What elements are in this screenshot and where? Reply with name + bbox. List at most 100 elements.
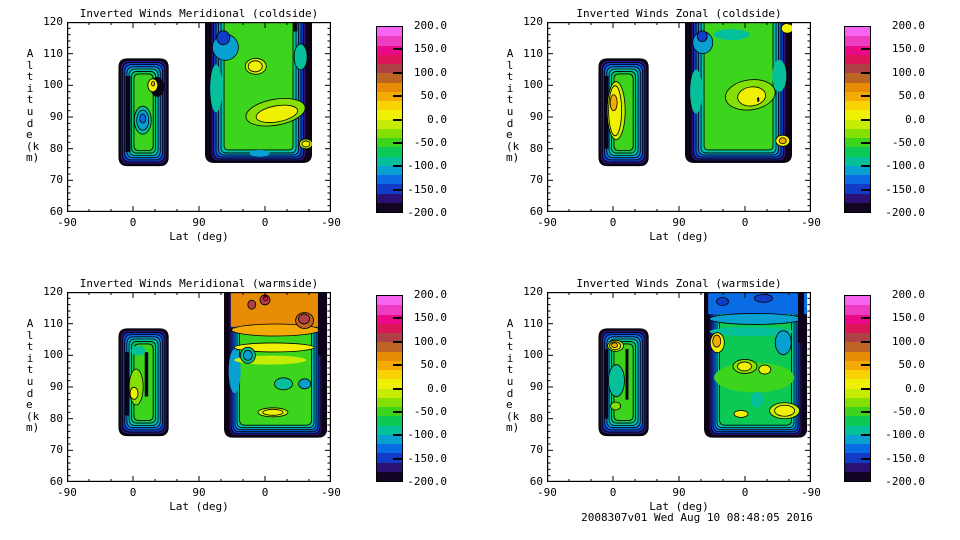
y-tick-label: 80 [49,141,63,155]
colorbar-band [845,333,870,343]
colorbar-band [845,110,870,120]
colorbar-tick [861,141,870,144]
colorbar-band [845,27,870,37]
x-tick-label: 90 [672,216,686,229]
colorbar-band [377,388,402,398]
x-tick-label: -90 [801,486,821,499]
colorbar-tick [861,71,870,74]
colorbar-band [845,156,870,166]
x-axis-label: Lat (deg) [649,230,709,243]
colorbar-label: 0.0 [905,381,925,395]
contour-blob [685,22,792,163]
x-tick-label: -90 [57,486,77,499]
y-tick-label: 100 [43,78,63,92]
colorbar-band [377,462,402,472]
colorbar-label: -50.0 [891,135,925,149]
colorbar-label: -200.0 [407,206,447,219]
x-tick-label: 0 [261,216,269,229]
colorbar-band [377,407,402,417]
colorbar-label: -150.0 [407,182,447,196]
panel-title: Inverted Winds Meridional (coldside) [79,7,319,20]
colorbar-label: -150.0 [885,182,925,196]
y-tick-label: 110 [523,46,543,60]
colorbar-band [845,119,870,129]
y-tick-label: 100 [523,348,543,362]
colorbar-band [377,397,402,407]
colorbar-band [377,193,402,203]
contour-blob [224,292,328,438]
colorbar-labels: 200.0 150.0 100.0 50.0 0.0 -50.0 -100.0 -150.0 -… [407,289,447,488]
x-tick-label: 90 [192,486,206,499]
y-tick-label: 120 [43,285,63,298]
panel-title: Inverted Winds Zonal (warmside) [576,277,782,290]
colorbar-tick [393,434,402,437]
colorbar-label: 0.0 [905,112,925,126]
x-tick-label: -90 [801,216,821,229]
colorbar-band [377,360,402,370]
colorbar-band [377,45,402,55]
colorbar-tick [393,457,402,460]
colorbar-label: -50.0 [891,404,925,418]
colorbar-tick [861,340,870,343]
y-tick-label: 90 [49,109,63,123]
colorbar-label: 100.0 [413,65,447,79]
colorbar-band [845,444,870,454]
contour-plot [67,292,331,482]
colorbar-tick [861,118,870,121]
colorbar-band [845,91,870,101]
colorbar-band [845,379,870,389]
contour-plot [547,22,811,212]
colorbar-band [845,82,870,92]
contour-blob [704,292,808,438]
colorbar-label: -100.0 [407,428,447,442]
colorbar-band [845,36,870,46]
x-tick-label: 0 [609,486,617,499]
axes-frame [547,292,811,482]
colorbar-labels: 200.0 150.0 100.0 50.0 0.0 -50.0 -100.0 -150.0 -… [407,20,447,219]
colorbar-labels: 200.0 150.0 100.0 50.0 0.0 -50.0 -100.0 -150.0 -… [877,289,925,488]
x-tick-label: 0 [609,216,617,229]
colorbar-band [845,360,870,370]
contour-blob [598,58,649,167]
colorbar-label: 0.0 [427,381,447,395]
x-axis-label: Lat (deg) [169,230,229,243]
colorbar: 200.0 150.0 100.0 50.0 0.0 -50.0 -100.0 -150.0 -… [844,289,925,488]
colorbar-tick [861,434,870,437]
y-tick-label: 120 [523,285,543,298]
colorbar-label: 100.0 [891,334,925,348]
y-tick-label: 70 [529,173,543,187]
colorbar-label: 150.0 [413,42,447,56]
colorbar-label: -100.0 [885,428,925,442]
colorbar-label: 50.0 [420,89,448,103]
colorbar-band [377,425,402,435]
colorbar-band [845,193,870,203]
colorbar-tick [393,95,402,98]
colorbar-band [845,370,870,380]
y-tick-label: 90 [49,379,63,393]
axes-frame [67,292,331,482]
colorbar-band [377,91,402,101]
y-tick-labels: 120 110 100 90 80 70 60 [506,16,543,218]
colorbar-band [845,202,870,212]
x-tick-label: 0 [261,486,269,499]
colorbar-tick [393,410,402,413]
colorbar-band [845,73,870,83]
colorbar-band [845,425,870,435]
colorbar-band [377,416,402,426]
colorbar-band [377,156,402,166]
colorbar-band [377,36,402,46]
y-tick-label: 90 [529,379,543,393]
colorbar-band [845,165,870,175]
colorbar-band [845,388,870,398]
colorbar-band [377,305,402,315]
colorbar-bands [844,26,871,213]
colorbar-band [845,471,870,481]
y-tick-label: 100 [523,78,543,92]
y-tick-label: 60 [49,204,63,218]
contour-blob [118,328,169,437]
colorbar-tick [861,165,870,168]
colorbar-band [377,471,402,481]
colorbar-tick [393,188,402,191]
y-tick-label: 80 [49,411,63,425]
y-tick-labels: 120 110 100 90 80 70 60 [26,16,63,218]
